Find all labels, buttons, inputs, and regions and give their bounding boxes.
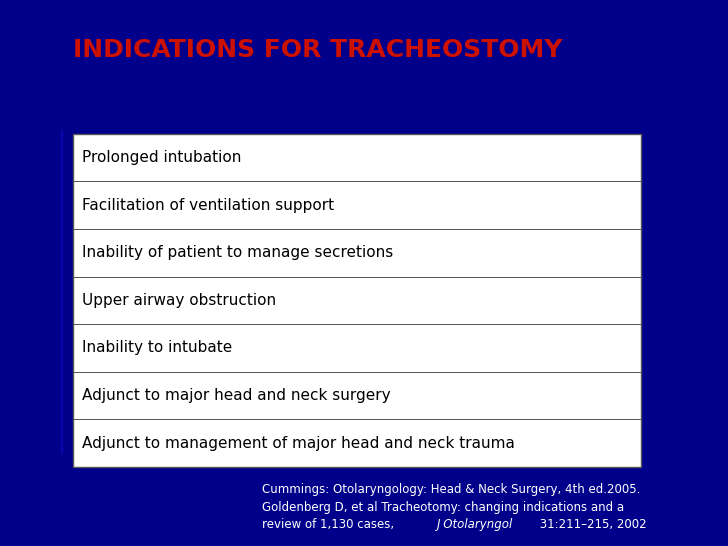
Text: review of 1,130 cases,: review of 1,130 cases, — [262, 518, 398, 531]
Text: Goldenberg D, et al Tracheotomy: changing indications and a: Goldenberg D, et al Tracheotomy: changin… — [262, 501, 624, 514]
FancyBboxPatch shape — [73, 134, 641, 467]
Text: Facilitation of ventilation support: Facilitation of ventilation support — [82, 198, 334, 212]
Text: Adjunct to management of major head and neck trauma: Adjunct to management of major head and … — [82, 436, 515, 450]
Text: Inability of patient to manage secretions: Inability of patient to manage secretion… — [82, 245, 394, 260]
Text: Inability to intubate: Inability to intubate — [82, 340, 232, 355]
Text: Adjunct to major head and neck surgery: Adjunct to major head and neck surgery — [82, 388, 391, 403]
Text: Cummings: Otolaryngology: Head & Neck Surgery, 4th ed.2005.: Cummings: Otolaryngology: Head & Neck Su… — [262, 483, 641, 496]
Text: J Otolaryngol: J Otolaryngol — [438, 518, 514, 531]
Text: Prolonged intubation: Prolonged intubation — [82, 150, 242, 165]
Text: Upper airway obstruction: Upper airway obstruction — [82, 293, 277, 308]
Text: 31:211–215, 2002: 31:211–215, 2002 — [536, 518, 646, 531]
Text: INDICATIONS FOR TRACHEOSTOMY: INDICATIONS FOR TRACHEOSTOMY — [73, 38, 562, 62]
